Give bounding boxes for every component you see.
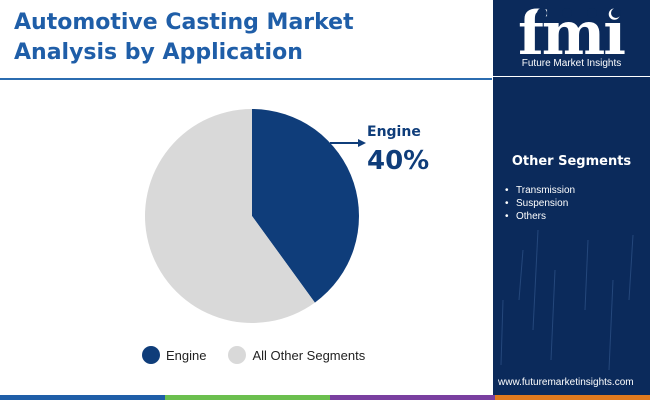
legend-swatch-engine [142, 346, 160, 364]
legend-label-other: All Other Segments [252, 347, 366, 363]
bottom-accent-bar [0, 395, 650, 400]
brand-name: Future Market Insights [521, 58, 622, 69]
legend-item-engine: Engine [142, 346, 206, 364]
accent-bar-segment [330, 395, 495, 400]
pie-chart: Engine 40% [144, 109, 429, 323]
callout-label: Engine [367, 124, 421, 140]
accent-bar-segment [0, 395, 165, 400]
sidebar-decoration [500, 229, 634, 371]
callout-arrowhead [358, 139, 366, 147]
list-item: Suspension [505, 197, 575, 210]
chart-legend: Engine All Other Segments [142, 346, 387, 364]
page-title-line-2: Analysis by Application [14, 40, 303, 65]
other-segments-list: Transmission Suspension Others [505, 184, 575, 223]
legend-swatch-other [228, 346, 247, 364]
other-segments-heading: Other Segments [511, 154, 632, 169]
legend-item-other: All Other Segments [228, 346, 365, 364]
pie-slice-all-other-segments [144, 109, 315, 323]
list-item: Others [505, 210, 575, 223]
page-title-line-1: Automotive Casting Market [14, 10, 354, 35]
brand-logo: fmi Future Market Insights [493, 0, 650, 77]
legend-label-engine: Engine [166, 347, 207, 363]
fmi-logo-mark: fmi [518, 2, 627, 58]
title-divider [0, 78, 492, 80]
pie-slice-engine [252, 109, 359, 303]
website-url: www.futuremarketinsights.com [498, 377, 634, 388]
list-item: Transmission [505, 184, 575, 197]
callout-value: 40% [367, 146, 429, 176]
engine-callout: Engine 40% [330, 124, 429, 176]
logo-letters: fmi [518, 2, 625, 58]
accent-bar-segment [495, 395, 650, 400]
sidebar-panel: fmi Future Market Insights Other Segment… [493, 0, 650, 395]
accent-bar-segment [165, 395, 330, 400]
pie-slices [144, 109, 359, 323]
page-title: Automotive Casting Market Analysis by Ap… [14, 8, 484, 68]
